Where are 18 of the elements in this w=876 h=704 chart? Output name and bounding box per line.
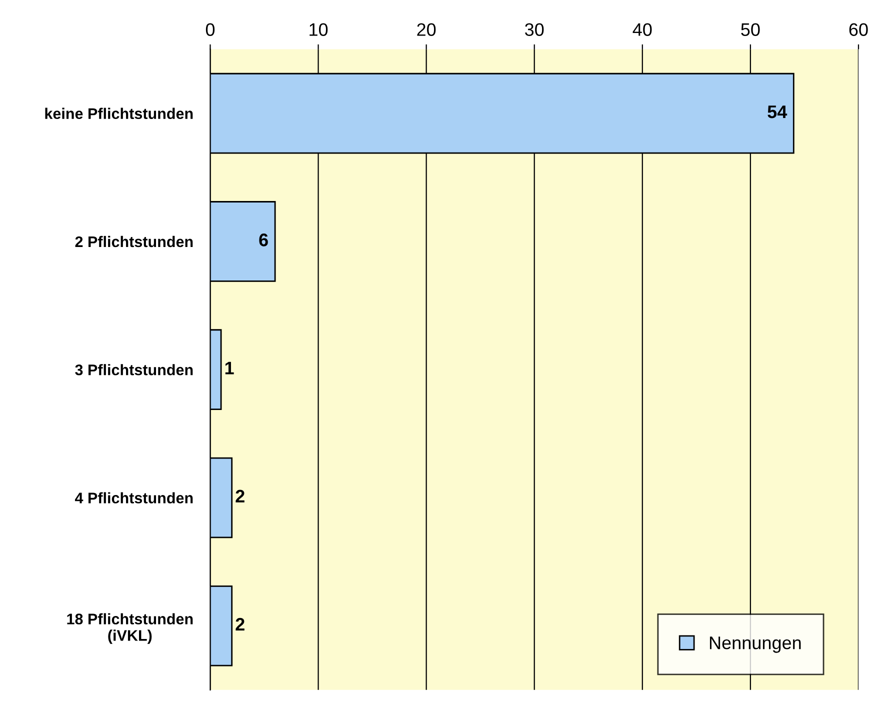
data-label: 1 <box>225 362 234 374</box>
y-tick-label: 18 Pflichtstunden (iVKL) <box>67 613 193 644</box>
x-tick-label: 10 <box>310 23 328 36</box>
x-tick-label: 50 <box>741 23 760 36</box>
x-tick-label: 30 <box>525 23 544 36</box>
y-tick-label: 2 Pflichtstunden <box>75 236 193 248</box>
x-tick-label: 20 <box>417 23 436 36</box>
data-label: 6 <box>259 234 268 246</box>
y-tick-label: 3 Pflichtstunden <box>75 364 193 376</box>
x-tick-label: 60 <box>849 23 868 36</box>
y-tick-label: keine Pflichtstunden <box>45 108 193 120</box>
data-label: 2 <box>236 618 244 631</box>
y-tick-label: 4 Pflichtstunden <box>74 492 193 504</box>
legend-label: Nennungen <box>710 636 801 653</box>
data-label: 54 <box>768 106 788 118</box>
x-tick-label: 0 <box>206 23 215 36</box>
data-label: 2 <box>236 490 244 502</box>
x-tick-label: 40 <box>632 23 652 36</box>
